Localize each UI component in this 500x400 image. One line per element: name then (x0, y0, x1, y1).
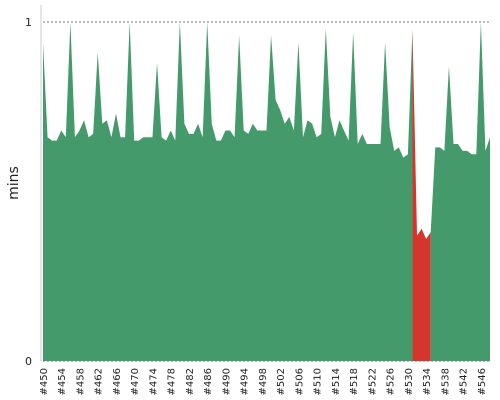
x-tick-label: #454 (57, 368, 68, 395)
x-tick-label: #490 (221, 368, 232, 395)
x-tick-label: #502 (276, 368, 287, 395)
y-tick-label: 0 (25, 355, 32, 368)
x-tick-label: #450 (39, 368, 50, 395)
x-tick-label: #494 (240, 368, 251, 395)
x-tick-label: #458 (75, 368, 86, 395)
x-tick-label: #546 (477, 368, 488, 395)
x-tick-label: #466 (112, 368, 123, 395)
x-tick-label: #470 (130, 368, 141, 395)
x-tick-label: #526 (386, 368, 397, 395)
y-axis-label: mins (6, 166, 22, 200)
x-tick-label: #474 (148, 368, 159, 395)
x-tick-label: #510 (313, 368, 324, 395)
x-tick-label: #514 (331, 368, 342, 395)
x-tick-label: #530 (404, 368, 415, 395)
x-tick-label: #534 (422, 368, 433, 395)
x-tick-label: #518 (349, 368, 360, 395)
x-tick-label: #522 (367, 368, 378, 395)
y-tick-label: 1 (25, 16, 32, 29)
x-tick-label: #542 (459, 368, 470, 395)
x-tick-label: #506 (294, 368, 305, 395)
x-tick-label: #478 (167, 368, 178, 395)
x-tick-label: #538 (440, 368, 451, 395)
x-tick-label: #498 (258, 368, 269, 395)
x-tick-label: #462 (94, 368, 105, 395)
build-time-area (43, 22, 413, 361)
build-time-area (430, 22, 490, 361)
x-tick-label: #486 (203, 368, 214, 395)
build-time-area (412, 28, 431, 362)
x-tick-label: #482 (185, 368, 196, 395)
